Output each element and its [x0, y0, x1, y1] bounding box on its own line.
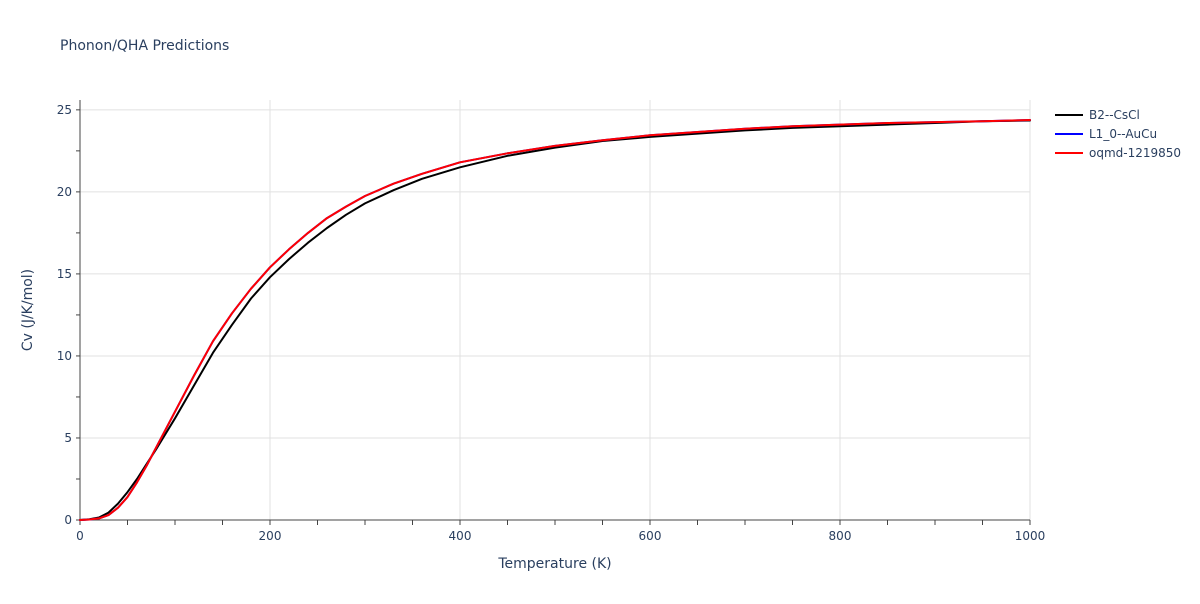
x-tick-label: 800 [829, 529, 852, 543]
y-tick-label: 20 [57, 185, 72, 199]
series-line-1 [79, 119, 1031, 521]
legend[interactable]: B2--CsCl L1_0--AuCu oqmd-1219850 [1055, 108, 1181, 160]
gridlines [80, 100, 1031, 520]
x-tick-label: 600 [639, 529, 662, 543]
axes [76, 100, 1031, 525]
legend-item[interactable]: B2--CsCl [1055, 108, 1140, 122]
x-tick-label: 400 [449, 529, 472, 543]
x-tick-label: 1000 [1015, 529, 1046, 543]
y-tick-label: 15 [57, 267, 72, 281]
legend-label: B2--CsCl [1089, 108, 1140, 122]
series-lines [79, 119, 1031, 521]
chart-title: Phonon/QHA Predictions [60, 38, 229, 54]
x-tick-label: 200 [259, 529, 282, 543]
y-tick-label: 0 [64, 513, 72, 527]
x-axis-title: Temperature (K) [497, 556, 611, 572]
y-tick-label: 5 [64, 431, 72, 445]
legend-label: oqmd-1219850 [1089, 146, 1181, 160]
y-tick-label: 10 [57, 349, 72, 363]
legend-item[interactable]: L1_0--AuCu [1055, 127, 1157, 141]
x-tick-label: 0 [76, 529, 84, 543]
legend-label: L1_0--AuCu [1089, 127, 1157, 141]
y-tick-label: 25 [57, 103, 72, 117]
legend-item[interactable]: oqmd-1219850 [1055, 146, 1181, 160]
series-line-3 [79, 119, 1031, 521]
tick-labels: 0 200 400 600 800 1000 0 5 10 15 20 25 [57, 103, 1046, 543]
y-axis-title: Cv (J/K/mol) [20, 269, 36, 351]
